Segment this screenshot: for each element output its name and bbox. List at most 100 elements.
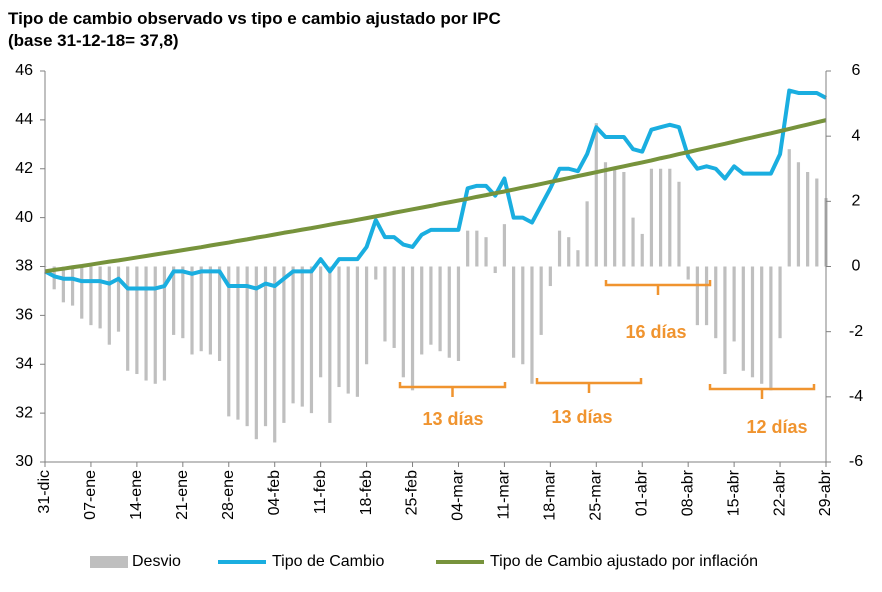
bar	[778, 266, 782, 339]
bar	[227, 266, 231, 417]
y-tick-label: 46	[15, 62, 33, 79]
bar	[613, 168, 617, 267]
bar	[199, 266, 203, 352]
bar	[80, 266, 84, 319]
x-tick-label: 04-feb	[266, 470, 283, 515]
bar	[548, 266, 552, 287]
bar	[815, 178, 819, 267]
x-tick-label: 11-feb	[312, 470, 329, 514]
x-tick-label: 11-mar	[496, 469, 513, 519]
bar	[172, 266, 176, 335]
bar	[300, 266, 304, 407]
chart-subtitle: (base 31-12-18= 37,8)	[8, 31, 179, 50]
y-tick-label: 44	[15, 111, 33, 128]
x-tick-label: 31-dic	[36, 470, 53, 514]
bar	[732, 266, 736, 342]
y-tick-label: 34	[15, 355, 33, 372]
annotation: 12 días	[746, 417, 807, 437]
x-tick-label: 25-feb	[404, 470, 421, 515]
bar	[640, 233, 644, 267]
bar	[346, 266, 350, 394]
line	[44, 88, 827, 291]
bracket	[398, 382, 507, 397]
bar	[539, 266, 543, 335]
bar	[309, 266, 314, 414]
x-tick-label: 22-abr	[771, 469, 788, 516]
bracket	[604, 280, 712, 295]
bar	[181, 266, 185, 339]
bar	[668, 168, 672, 267]
bar	[98, 266, 102, 329]
bar	[557, 230, 562, 267]
y-tick-label: 30	[15, 453, 33, 470]
y2-tick-label: -2	[849, 323, 863, 340]
bar	[319, 266, 323, 378]
x-tick-label: 14-ene	[128, 470, 145, 520]
x-tick-label: 18-mar	[542, 469, 559, 520]
bar	[521, 266, 525, 365]
legend-item: Tipo de Cambio ajustado por inflación	[436, 553, 758, 570]
bar	[410, 266, 415, 391]
y-tick-label: 38	[15, 258, 33, 275]
bar	[456, 266, 461, 361]
bar	[273, 266, 277, 443]
bar	[401, 266, 405, 378]
y2-tick-label: 4	[852, 127, 861, 144]
x-tick-label: 04-mar	[450, 469, 467, 520]
bar	[585, 201, 589, 267]
bar	[567, 237, 571, 267]
annotation: 16 días	[625, 322, 686, 342]
bar	[236, 266, 240, 420]
legend-label: Desvio	[132, 553, 181, 570]
bar	[291, 266, 295, 404]
bar	[126, 266, 130, 371]
bar	[107, 266, 111, 345]
x-tick-label: 15-abr	[725, 469, 742, 516]
bar	[594, 123, 598, 267]
bar	[392, 266, 396, 348]
x-tick-label: 18-feb	[358, 470, 375, 515]
x-tick-label: 08-abr	[679, 469, 696, 516]
x-tick-label: 28-ene	[220, 470, 237, 520]
bar	[750, 266, 755, 378]
bar	[208, 266, 212, 355]
bar	[622, 172, 626, 267]
bar	[714, 266, 718, 339]
bracket	[535, 378, 643, 393]
bar	[530, 266, 534, 384]
annotation: 13 días	[422, 409, 483, 429]
y2-tick-label: -6	[849, 453, 863, 470]
y2-tick-label: 6	[852, 62, 861, 79]
legend-item: Tipo de Cambio	[218, 553, 384, 570]
bar	[263, 266, 268, 427]
y-tick-label: 36	[15, 307, 33, 324]
y2-tick-label: -4	[849, 388, 863, 405]
annotation: 13 días	[551, 407, 612, 427]
bar	[383, 266, 387, 342]
y2-tick-label: 0	[852, 258, 861, 275]
bar	[374, 266, 378, 280]
legend-label: Tipo de Cambio	[272, 553, 384, 570]
y-tick-label: 40	[15, 209, 33, 226]
bar	[245, 266, 249, 427]
bar	[337, 266, 341, 388]
bar	[217, 266, 222, 361]
bar	[162, 266, 167, 381]
bar	[153, 266, 157, 384]
chart-title: Tipo de cambio observado vs tipo e cambi…	[8, 9, 501, 28]
bar	[328, 266, 332, 423]
bar	[796, 162, 801, 267]
legend-swatch	[90, 556, 128, 568]
bar	[649, 168, 654, 267]
bar	[493, 266, 497, 274]
bar	[61, 266, 65, 303]
bar	[769, 266, 773, 391]
bar	[116, 266, 121, 332]
bar	[135, 266, 139, 375]
bar	[89, 266, 93, 326]
bar	[420, 266, 424, 355]
bar	[190, 266, 194, 355]
y-tick-label: 42	[15, 160, 33, 177]
bar	[576, 250, 580, 267]
